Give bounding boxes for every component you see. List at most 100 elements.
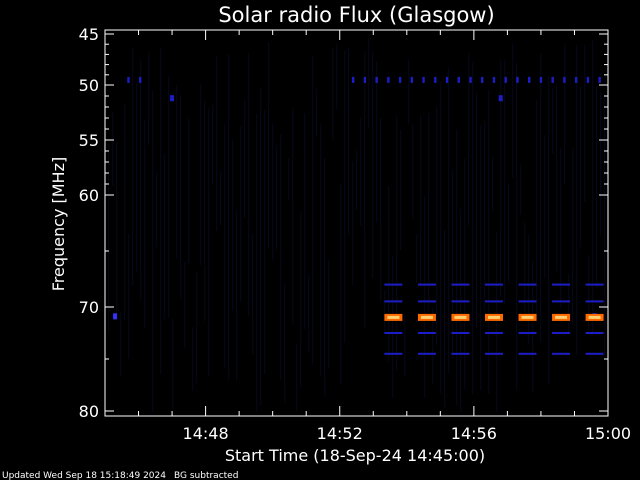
sideband-mark [384,300,402,302]
noise-column [276,145,277,250]
noise-column [340,183,341,384]
noise-column [400,130,401,250]
sideband-mark [586,284,604,286]
noise-column [108,144,109,331]
noise-column [116,141,117,314]
noise-column [516,63,517,391]
noise-column [220,171,221,225]
noise-column [228,54,229,381]
sideband-mark [485,284,503,286]
sideband-mark [451,353,469,355]
noise-column [484,120,485,311]
noise-column [468,53,469,225]
noise-column [476,93,477,329]
noise-column [336,45,337,110]
interference-mark [469,77,471,83]
noise-column [296,344,297,411]
background-note: BG subtracted [174,471,238,480]
interference-mark [598,77,600,83]
noise-column [216,56,217,231]
noise-column [544,135,545,278]
noise-column [160,47,161,374]
noise-column [232,139,233,310]
sideband-mark [552,332,570,334]
y-tick-label: 55 [79,131,99,150]
noise-column [532,260,533,392]
noise-column [136,82,137,272]
noise-column [272,123,273,260]
interference-mark [551,77,553,83]
noise-column [144,120,145,328]
noise-column [584,45,585,202]
noise-column [156,171,157,247]
interference-mark [399,77,401,83]
noise-column [320,124,321,376]
noise-column [256,114,257,412]
noise-column [416,234,417,283]
noise-column [204,100,205,321]
noise-column [188,119,189,265]
sideband-mark [519,353,537,355]
sideband-mark [485,332,503,334]
noise-column [372,51,373,278]
sideband-mark [451,300,469,302]
noise-column [356,151,357,210]
noise-column [244,99,245,218]
noise-column [384,290,385,333]
noise-column [508,184,509,284]
noise-column [412,123,413,219]
burst-core [387,316,399,319]
noise-column [408,59,409,124]
sideband-mark [451,284,469,286]
noise-column [172,319,173,410]
noise-column [504,60,505,303]
sideband-mark [519,284,537,286]
noise-column [436,107,437,346]
noise-column [360,117,361,226]
noise-column [492,156,493,212]
noise-column [540,54,541,343]
noise-column [208,109,209,377]
noise-column [120,313,121,377]
y-axis-label: Frequency [MHz] [49,157,68,291]
noise-column [528,235,529,345]
spot-mark [170,95,174,101]
noise-column [588,255,589,333]
noise-column [520,165,521,216]
interference-mark [422,77,424,83]
noise-column [252,233,253,354]
sideband-mark [451,332,469,334]
noise-column [460,209,461,413]
noise-column [128,234,129,359]
noise-column [420,115,421,287]
interference-mark [528,77,530,83]
x-tick-label: 15:00 [585,424,631,443]
y-tick-label: 80 [79,402,99,421]
sideband-mark [586,353,604,355]
noise-column [428,113,429,311]
noise-column [288,158,289,200]
noise-column [380,118,381,301]
noise-column [488,89,489,394]
sideband-mark [552,353,570,355]
noise-column [184,262,185,348]
y-tick-label: 70 [79,298,99,317]
interference-mark [540,77,542,83]
noise-column [440,81,441,393]
sideband-mark [552,284,570,286]
sideband-mark [552,300,570,302]
interference-mark [375,77,377,83]
noise-column [112,112,113,187]
x-axis-label: Start Time (18-Sep-24 14:45:00) [225,446,485,465]
noise-column [224,123,225,367]
sideband-mark [519,332,537,334]
noise-column [236,209,237,381]
noise-column [240,126,241,301]
noise-column [364,52,365,329]
sideband-mark [418,284,436,286]
interference-mark [387,77,389,83]
noise-column [472,63,473,395]
noise-column [140,59,141,301]
noise-column [168,76,169,318]
noise-column [604,95,605,355]
